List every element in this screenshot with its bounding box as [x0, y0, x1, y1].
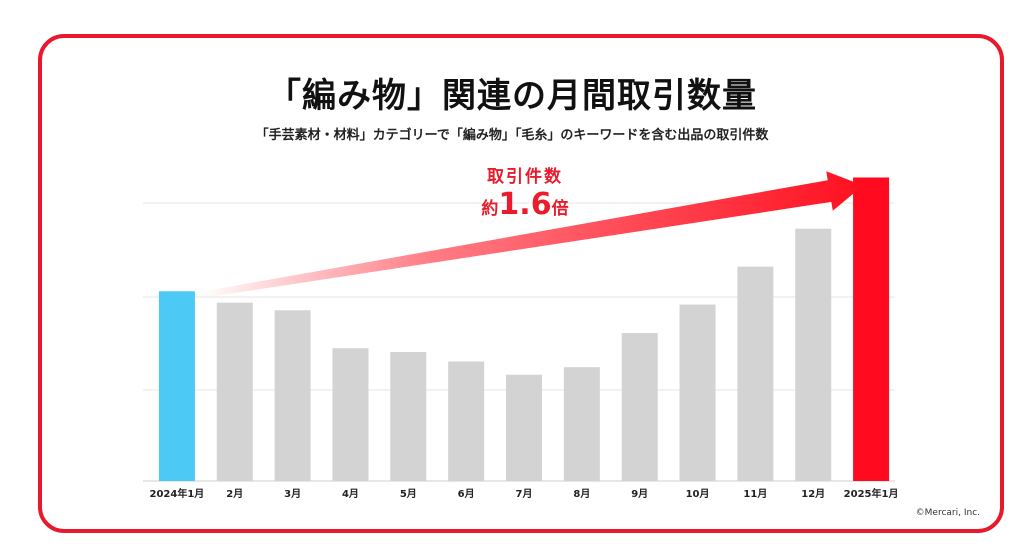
x-tick-label: 9月 — [631, 488, 648, 500]
bar-4月 — [332, 348, 369, 481]
x-tick-label: 4月 — [342, 488, 359, 500]
x-tick-label: 8月 — [573, 488, 590, 500]
x-tick-label: 3月 — [284, 488, 301, 500]
bar-5月 — [390, 352, 427, 481]
bar-8月 — [563, 367, 600, 481]
x-tick-label: 2025年1月 — [844, 487, 899, 500]
x-tick-label: 7月 — [516, 488, 533, 500]
chart-subtitle: 「手芸素材・材料」カテゴリーで「編み物」「毛糸」のキーワードを含む出品の取引件数 — [255, 128, 769, 143]
bar-11月 — [737, 266, 774, 481]
x-tick-label: 10月 — [686, 488, 710, 500]
x-tick-label: 2024年1月 — [150, 487, 205, 500]
bar-3月 — [274, 310, 311, 481]
bars-group — [158, 177, 890, 481]
bar-12月 — [795, 228, 832, 481]
growth-arrow — [198, 171, 864, 299]
x-tick-label: 6月 — [458, 488, 475, 500]
bar-2月 — [216, 302, 253, 481]
callout-label: 取引件数 — [487, 167, 563, 187]
callout-suffix: 倍 — [551, 199, 569, 219]
x-tick-label: 5月 — [400, 488, 417, 500]
bar-2024年1月 — [158, 291, 195, 481]
chart-title: 「編み物」関連の月間取引数量 — [267, 76, 757, 116]
bar-7月 — [506, 374, 542, 481]
callout-number: 1.6 — [498, 187, 552, 222]
x-tick-label: 11月 — [743, 488, 767, 500]
x-tick-label: 12月 — [801, 488, 825, 500]
bar-2025年1月 — [853, 177, 890, 481]
callout-value: 約1.6倍 — [470, 187, 580, 222]
x-tick-labels: 2024年1月 2月 3月 4月 5月 6月 7月 8月 9月 10月 11月 12月 2025年1月 — [150, 487, 899, 500]
bar-9月 — [621, 333, 658, 481]
copyright: ©Mercari, Inc. — [915, 508, 980, 518]
bar-6月 — [448, 361, 485, 481]
x-tick-label: 2月 — [226, 488, 243, 500]
callout-prefix: 約 — [481, 199, 499, 219]
bar-10月 — [679, 304, 716, 481]
